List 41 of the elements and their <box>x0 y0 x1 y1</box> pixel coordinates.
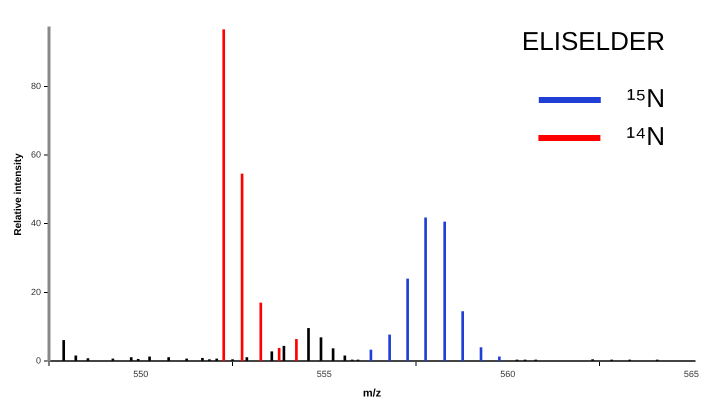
bar <box>259 302 262 361</box>
y-tick-label: 80 <box>30 80 42 91</box>
bar <box>307 328 310 361</box>
bar <box>320 337 322 361</box>
bar <box>344 356 346 361</box>
bar <box>424 218 427 361</box>
chart-title: ELISELDER <box>522 26 665 56</box>
bar <box>388 334 391 361</box>
x-tick-label: 560 <box>500 368 516 379</box>
bar <box>282 346 286 361</box>
bar <box>370 350 372 361</box>
bar <box>461 311 464 361</box>
x-tick-label: 565 <box>684 368 699 379</box>
legend-label: ¹⁴N <box>626 121 666 152</box>
bar <box>498 356 501 361</box>
bar <box>86 358 90 361</box>
y-tick-label: 20 <box>30 286 42 297</box>
bar <box>148 356 151 361</box>
bar <box>74 356 78 361</box>
legend-label: ¹⁵N <box>626 83 666 114</box>
y-axis-title: Relative intensity <box>12 152 24 236</box>
bar <box>130 357 133 361</box>
x-tick-label: 550 <box>133 368 148 379</box>
y-tick-label: 60 <box>30 150 42 160</box>
bar <box>270 351 274 361</box>
bar <box>443 222 446 361</box>
x-tick-label: 555 <box>316 368 332 379</box>
y-tick-label: 40 <box>30 218 42 228</box>
bar <box>222 29 226 361</box>
bar <box>62 340 66 361</box>
bar <box>278 348 280 361</box>
bar <box>246 357 248 361</box>
bar <box>332 348 334 361</box>
y-tick-label: 0 <box>36 355 42 366</box>
x-axis-title: m/z <box>362 387 382 400</box>
bar <box>480 347 482 361</box>
bar <box>406 278 409 361</box>
bar <box>167 357 170 361</box>
bar <box>240 174 244 361</box>
bar <box>295 339 298 361</box>
bar <box>201 358 204 361</box>
